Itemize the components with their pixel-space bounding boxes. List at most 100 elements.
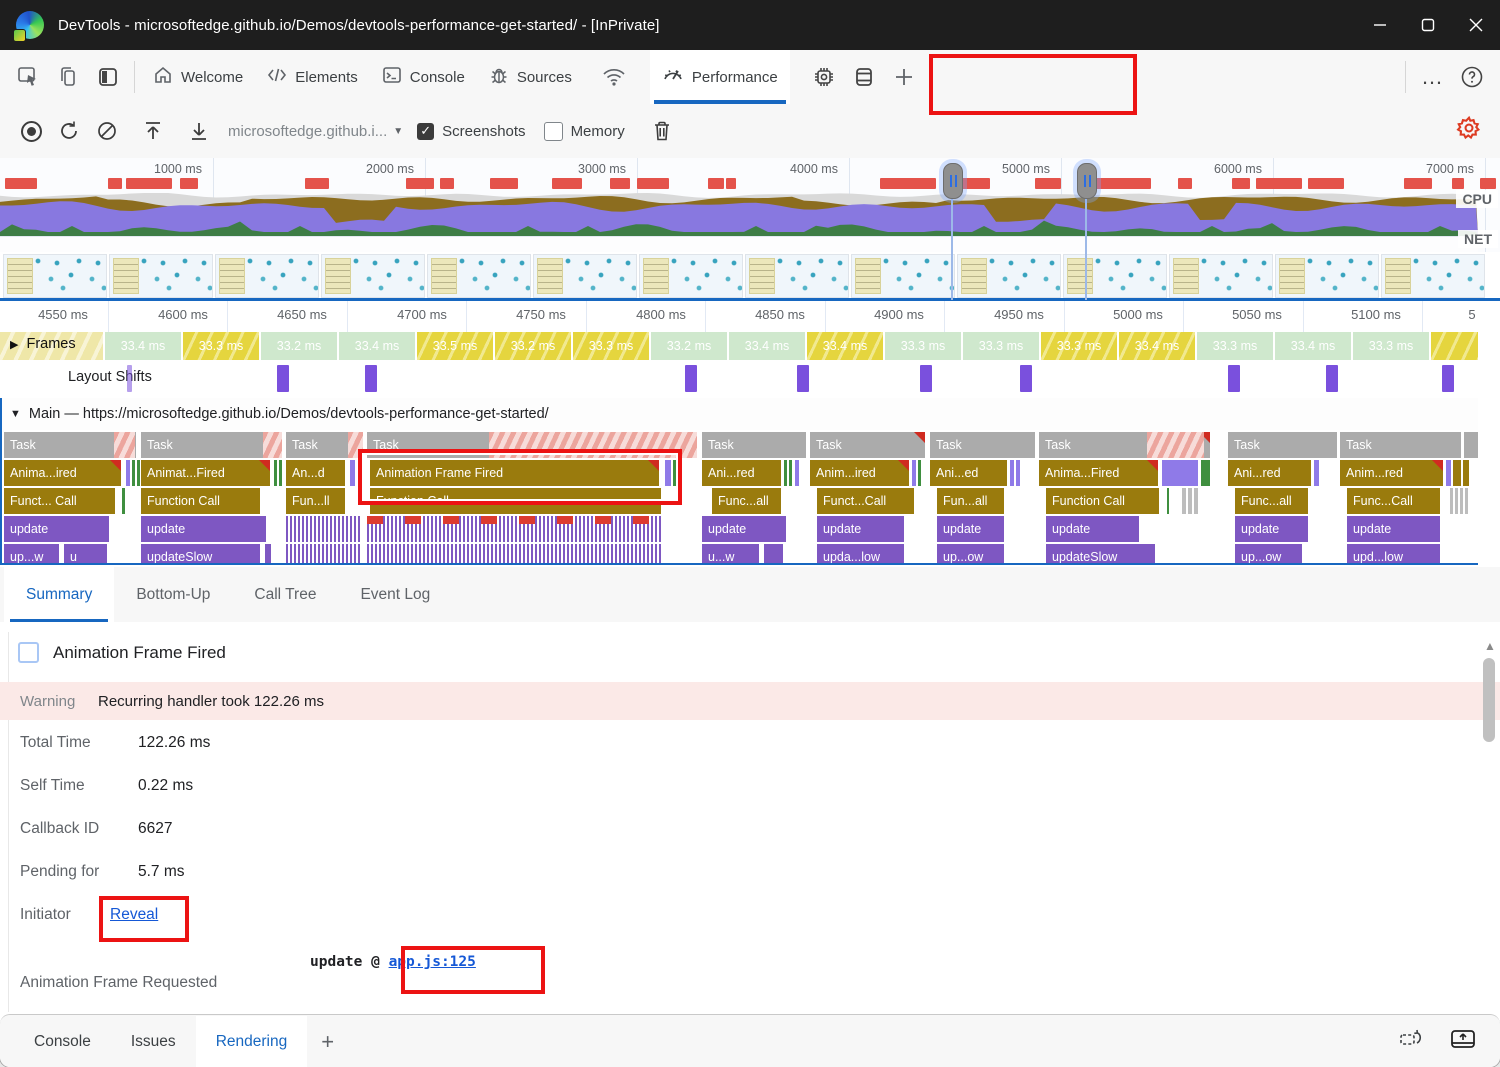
tab-console[interactable]: Console — [370, 50, 477, 104]
screenshot-thumbnail[interactable] — [215, 254, 319, 298]
animation-frame-fired-bar[interactable]: Animation Frame Fired — [370, 460, 660, 486]
tab-performance[interactable]: Performance — [649, 50, 790, 104]
layout-shift-marker[interactable] — [365, 365, 377, 392]
update-bar[interactable] — [367, 516, 662, 542]
screenshot-thumbnail[interactable] — [851, 254, 955, 298]
device-emulation-icon[interactable] — [48, 57, 88, 97]
dock-side-icon[interactable] — [88, 57, 128, 97]
screenshot-thumbnail[interactable] — [109, 254, 213, 298]
drawer-tab-issues[interactable]: Issues — [130, 1032, 176, 1050]
memory-chip-icon[interactable] — [804, 57, 844, 97]
update-bar[interactable]: update — [4, 516, 110, 542]
function-call-bar[interactable]: Funct...Call — [817, 488, 915, 514]
inspect-element-icon[interactable] — [8, 57, 48, 97]
animation-frame-fired-bar[interactable]: Anima...ired — [4, 460, 122, 486]
layout-shift-marker[interactable] — [127, 365, 132, 392]
update-bar[interactable]: update — [1046, 516, 1140, 542]
help-icon[interactable] — [1452, 57, 1492, 97]
expander-icon[interactable]: ▼ — [10, 408, 21, 420]
layout-shifts-track[interactable]: Layout Shifts — [0, 360, 1478, 399]
event-checkbox[interactable] — [18, 642, 39, 663]
screenshot-thumbnail[interactable] — [1275, 254, 1379, 298]
frame-cell[interactable] — [1429, 332, 1478, 360]
frame-cell[interactable]: 33.4 ms — [1273, 332, 1351, 360]
record-button[interactable] — [12, 112, 50, 150]
layout-shift-marker[interactable] — [1326, 365, 1338, 392]
function-call-bar[interactable]: Fun...ll — [286, 488, 346, 514]
update-bar[interactable]: update — [1235, 516, 1309, 542]
screenshot-thumbnail[interactable] — [1381, 254, 1485, 298]
screenshot-thumbnail[interactable] — [745, 254, 849, 298]
tab-event-log[interactable]: Event Log — [360, 585, 431, 603]
tab-summary[interactable]: Summary — [4, 567, 115, 622]
animation-frame-fired-bar[interactable]: Ani...red — [702, 460, 782, 486]
tab-call-tree[interactable]: Call Tree — [254, 585, 317, 603]
maximize-button[interactable] — [1404, 0, 1452, 50]
summary-scroll-up-icon[interactable]: ▲ — [1484, 639, 1496, 653]
task-bar[interactable]: Task — [1228, 432, 1338, 458]
more-options-icon[interactable]: … — [1421, 64, 1443, 89]
frame-cell[interactable]: 33.4 ms — [337, 332, 415, 360]
function-call-bar[interactable]: Func...all — [712, 488, 782, 514]
frame-cell[interactable]: 33.3 ms — [181, 332, 259, 360]
network-conditions-icon[interactable] — [594, 57, 634, 97]
animation-frame-fired-bar[interactable]: Ani...ed — [930, 460, 1008, 486]
frame-cell[interactable]: 33.3 ms — [1351, 332, 1429, 360]
animation-frame-fired-bar[interactable]: Ani...red — [1228, 460, 1312, 486]
screenshot-thumbnail[interactable] — [1063, 254, 1167, 298]
updateslow-bar[interactable] — [286, 544, 361, 563]
animation-frame-fired-bar[interactable]: Anim...red — [1340, 460, 1444, 486]
update-bar[interactable]: update — [1347, 516, 1441, 542]
function-call-bar[interactable]: Funct... Call — [4, 488, 116, 514]
update-bar[interactable]: update — [817, 516, 905, 542]
memory-checkbox[interactable] — [543, 121, 563, 141]
initiator-reveal-link[interactable]: Reveal — [110, 906, 159, 923]
function-call-bar[interactable]: Fun...all — [937, 488, 1005, 514]
screenshot-thumbnail[interactable] — [321, 254, 425, 298]
function-call-bar[interactable]: Function Call — [141, 488, 261, 514]
minimize-button[interactable] — [1356, 0, 1404, 50]
rotate-device-icon[interactable] — [1398, 1027, 1424, 1056]
task-bar[interactable]: Task — [702, 432, 807, 458]
source-location-link[interactable]: app.js:125 — [388, 954, 476, 970]
layout-shift-marker[interactable] — [797, 365, 809, 392]
profile-selector-caret-icon[interactable]: ▼ — [393, 125, 404, 137]
flame-chart[interactable]: Task Anima...ired Funct... Call update up...… — [0, 430, 1478, 565]
frame-cell[interactable]: 33.4 ms — [727, 332, 805, 360]
update-bar[interactable] — [286, 516, 361, 542]
tab-bottom-up[interactable]: Bottom-Up — [136, 585, 211, 603]
function-call-bar[interactable]: Function Call — [1046, 488, 1160, 514]
frame-cell[interactable]: 33.2 ms — [259, 332, 337, 360]
screenshot-thumbnail[interactable] — [3, 254, 107, 298]
frame-cell[interactable]: 33.3 ms — [961, 332, 1039, 360]
function-call-bar[interactable]: Func...all — [1235, 488, 1309, 514]
record-and-reload-button[interactable] — [50, 112, 88, 150]
updateslow-bar[interactable]: upd...low — [1347, 544, 1441, 563]
updateslow-bar[interactable]: up...w — [4, 544, 60, 563]
updateslow-bar[interactable] — [764, 544, 784, 563]
screenshot-thumbnail[interactable] — [533, 254, 637, 298]
close-button[interactable] — [1452, 0, 1500, 50]
screenshot-thumbnail[interactable] — [1169, 254, 1273, 298]
animation-frame-fired-bar[interactable]: Animat...Fired — [141, 460, 271, 486]
layout-shift-marker[interactable] — [1442, 365, 1454, 392]
save-profile-button[interactable] — [180, 112, 218, 150]
updateslow-bar[interactable]: u — [64, 544, 108, 563]
updateslow-bar[interactable] — [265, 544, 272, 563]
task-bar[interactable]: Task — [141, 432, 282, 458]
screenshot-thumbnail[interactable] — [427, 254, 531, 298]
task-bar[interactable]: Task — [1340, 432, 1462, 458]
screenshots-label[interactable]: Screenshots — [442, 122, 526, 140]
screenshots-checkbox[interactable]: ✓ — [417, 122, 435, 140]
frames-track[interactable]: 33.4 ms 33.3 ms 33.2 ms 33.4 ms 33.5 ms 33.2 … — [0, 332, 1478, 360]
frame-cell[interactable]: 33.4 ms — [1117, 332, 1195, 360]
task-bar[interactable] — [1464, 432, 1478, 458]
updateslow-bar[interactable] — [367, 544, 662, 563]
tab-welcome[interactable]: Welcome — [141, 50, 255, 104]
update-bar[interactable]: update — [702, 516, 787, 542]
layout-shift-marker[interactable] — [920, 365, 932, 392]
updateslow-bar[interactable]: upda...low — [817, 544, 905, 563]
capture-settings-gear-icon[interactable] — [1456, 115, 1482, 148]
load-profile-button[interactable] — [134, 112, 172, 150]
main-track-header[interactable]: ▼ Main — https://microsoftedge.github.io… — [0, 398, 1478, 430]
